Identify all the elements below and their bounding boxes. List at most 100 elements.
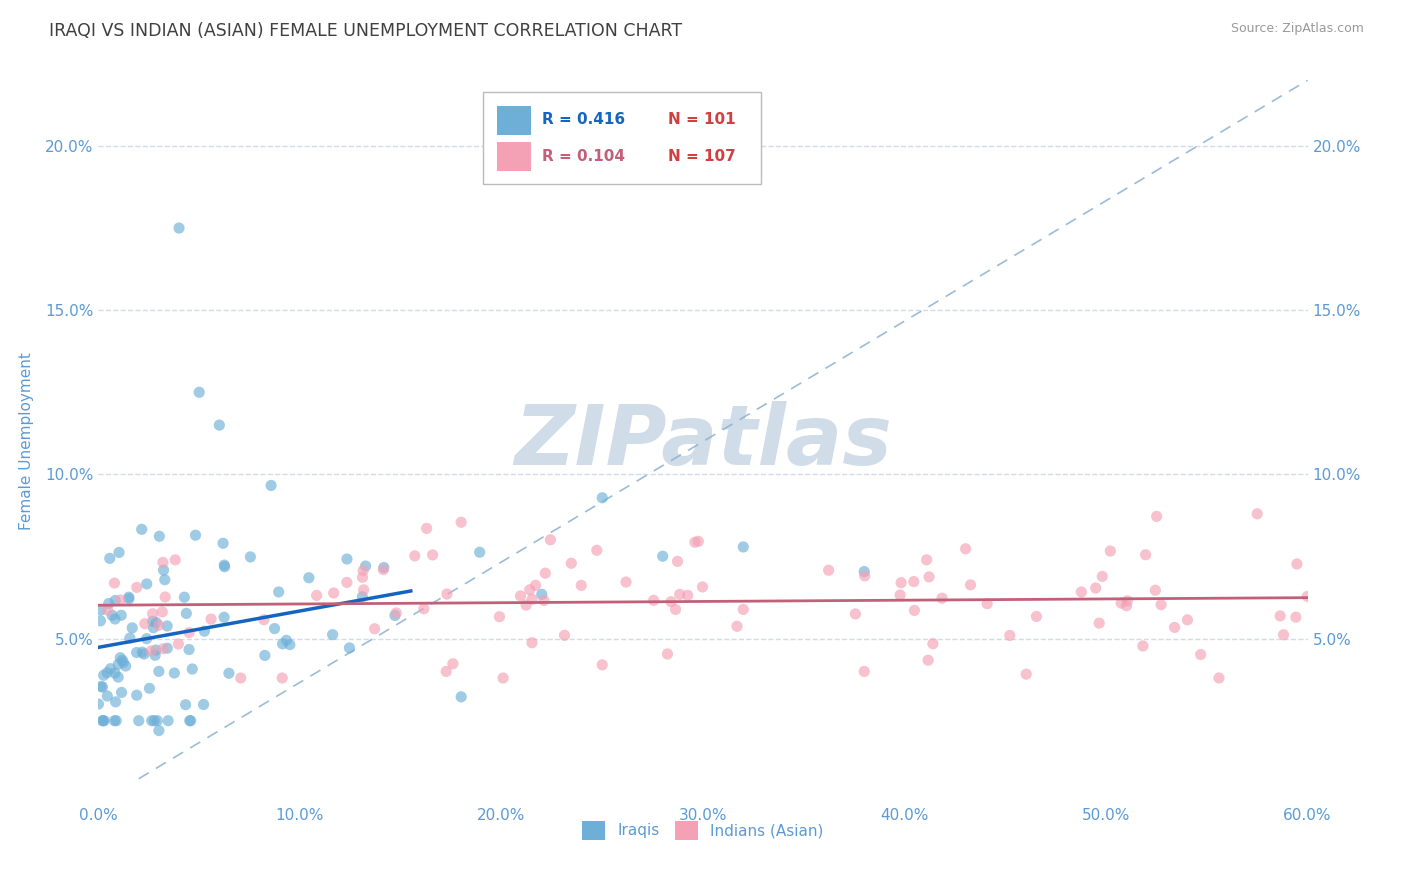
Point [844,607,866,621]
Point [530,587,553,601]
Point [450,690,472,704]
Point [385,606,408,620]
Point [515,598,537,612]
Point [468,545,491,559]
Point [214,558,236,573]
Point [614,575,637,590]
Point [1270,609,1292,624]
Point [1272,628,1295,642]
Point [90,680,112,694]
Point [98,551,121,566]
Point [917,653,939,667]
Point [200,612,222,626]
Point [103,576,125,591]
Point [104,695,127,709]
Point [1084,581,1107,595]
Point [214,559,236,574]
Point [955,541,977,556]
Point [1025,609,1047,624]
Point [167,637,190,651]
Point [733,540,755,554]
Point [412,601,434,615]
Point [110,608,132,623]
Point [354,559,377,574]
Point [239,549,262,564]
Point [998,628,1021,642]
Point [156,641,179,656]
Point [212,536,235,550]
Point [524,578,547,592]
Point [105,714,128,728]
Point [87,697,110,711]
Point [278,638,301,652]
Text: N = 107: N = 107 [668,149,735,164]
Point [1146,509,1168,524]
Point [1099,544,1122,558]
Point [441,657,464,671]
Point [104,593,127,607]
Point [271,637,294,651]
Point [363,622,385,636]
Point [976,597,998,611]
Point [692,580,714,594]
Point [107,657,129,672]
Point [176,607,198,621]
Point [146,714,169,728]
Point [153,590,176,604]
Point [93,714,115,728]
Point [108,545,131,559]
Point [131,645,153,659]
Point [276,633,298,648]
Point [142,621,165,635]
FancyBboxPatch shape [482,92,761,185]
Point [1296,590,1319,604]
Point [267,585,290,599]
Point [143,714,166,728]
Point [664,602,686,616]
Point [107,670,129,684]
Point [100,662,122,676]
Point [352,563,374,577]
Point [1088,616,1111,631]
Point [96,665,118,680]
Point [131,522,153,536]
Point [336,575,359,590]
Point [118,591,141,606]
Point [208,418,231,433]
Point [142,615,165,629]
Point [142,607,165,621]
Point [520,636,543,650]
Point [1285,557,1308,571]
Point [145,615,167,630]
Point [1109,596,1132,610]
Point [534,566,557,581]
Point [422,548,444,562]
Point [163,665,186,680]
Point [657,647,679,661]
Point [111,653,134,667]
Text: IRAQI VS INDIAN (ASIAN) FEMALE UNEMPLOYMENT CORRELATION CHART: IRAQI VS INDIAN (ASIAN) FEMALE UNEMPLOYM… [49,22,682,40]
Point [519,582,541,597]
Point [263,622,285,636]
Point [125,646,148,660]
Point [112,655,135,669]
Point [134,616,156,631]
Point [1163,620,1185,634]
Point [125,581,148,595]
Point [143,648,166,663]
Point [1144,583,1167,598]
Point [1132,639,1154,653]
Point [931,591,953,606]
Point [114,659,136,673]
Point [110,593,132,607]
Point [1150,598,1173,612]
Point [188,385,211,400]
Point [97,597,120,611]
Point [91,714,114,728]
Point [1015,667,1038,681]
Point [1177,613,1199,627]
Point [415,521,437,535]
Point [889,588,911,602]
Point [118,590,141,604]
Point [148,618,170,632]
